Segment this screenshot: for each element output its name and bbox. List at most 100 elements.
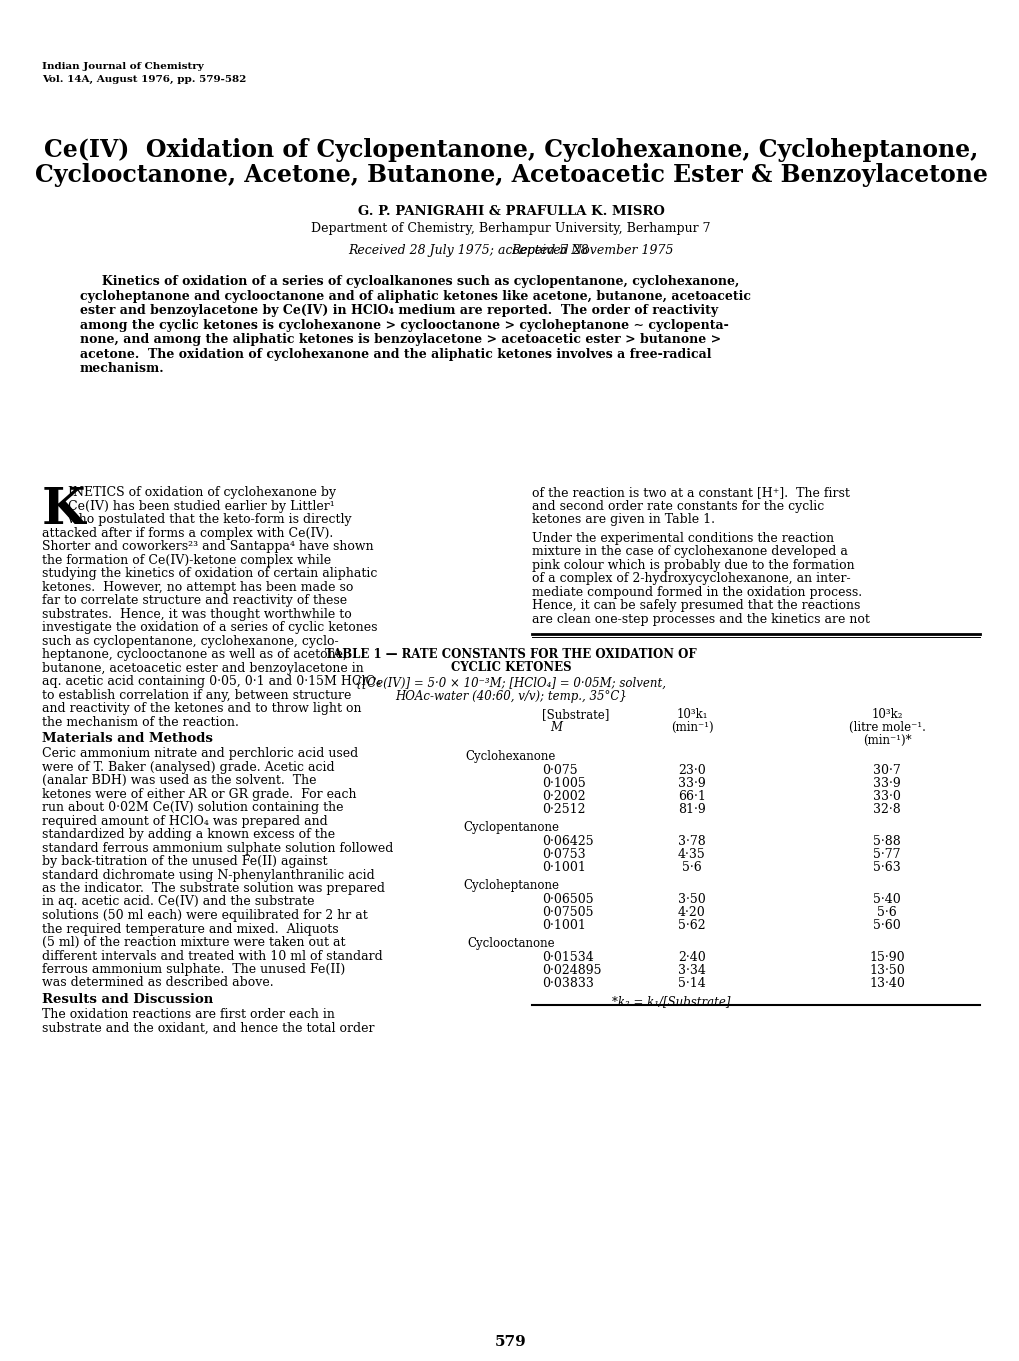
Text: heptanone, cyclooctanone as well as of acetone,: heptanone, cyclooctanone as well as of a… [42,648,346,661]
Text: 0·2002: 0·2002 [541,789,585,803]
Text: substrates.  Hence, it was thought worthwhile to: substrates. Hence, it was thought worthw… [42,607,352,621]
Text: (min⁻¹)*: (min⁻¹)* [862,734,910,747]
Text: 0·075: 0·075 [541,764,577,777]
Text: was determined as described above.: was determined as described above. [42,976,273,989]
Text: 30·7: 30·7 [872,764,900,777]
Text: are clean one-step processes and the kinetics are not: are clean one-step processes and the kin… [532,612,869,626]
Text: 5·62: 5·62 [678,919,705,932]
Text: ester and benzoylacetone by Ce(IV) in HClO₄ medium are reported.  The order of r: ester and benzoylacetone by Ce(IV) in HC… [79,304,717,317]
Text: among the cyclic ketones is cyclohexanone > cyclooctanone > cycloheptanone ∼ cyc: among the cyclic ketones is cyclohexanon… [79,318,728,332]
Text: Vol. 14A, August 1976, pp. 579-582: Vol. 14A, August 1976, pp. 579-582 [42,75,247,84]
Text: 13·40: 13·40 [868,977,904,989]
Text: who postulated that the keto-form is directly: who postulated that the keto-form is dir… [68,513,352,525]
Text: substrate and the oxidant, and hence the total order: substrate and the oxidant, and hence the… [42,1022,374,1034]
Text: 2·40: 2·40 [678,951,705,964]
Text: 0·07505: 0·07505 [541,906,593,919]
Text: M: M [549,721,561,734]
Text: 0·2512: 0·2512 [541,803,585,817]
Text: 5·14: 5·14 [678,977,705,989]
Text: acetone.  The oxidation of cyclohexanone and the aliphatic ketones involves a fr: acetone. The oxidation of cyclohexanone … [79,347,711,361]
Text: 3·34: 3·34 [678,964,705,977]
Text: [Substrate]: [Substrate] [541,708,608,721]
Text: The oxidation reactions are first order each in: The oxidation reactions are first order … [42,1009,334,1021]
Text: 579: 579 [494,1335,527,1349]
Text: 66·1: 66·1 [678,789,705,803]
Text: TABLE 1 — RATE CONSTANTS FOR THE OXIDATION OF: TABLE 1 — RATE CONSTANTS FOR THE OXIDATI… [325,648,696,661]
Text: Received 28: Received 28 [511,244,592,257]
Text: the mechanism of the reaction.: the mechanism of the reaction. [42,716,238,728]
Text: Department of Chemistry, Berhampur University, Berhampur 7: Department of Chemistry, Berhampur Unive… [311,222,710,235]
Text: to establish correlation if any, between structure: to establish correlation if any, between… [42,689,351,701]
Text: Ce(IV) has been studied earlier by Littler¹: Ce(IV) has been studied earlier by Littl… [68,499,334,513]
Text: standard dichromate using N-phenylanthranilic acid: standard dichromate using N-phenylanthra… [42,868,374,882]
Text: aq. acetic acid containing 0·05, 0·1 and 0·15M HClO₄: aq. acetic acid containing 0·05, 0·1 and… [42,675,380,689]
Text: by back-titration of the unused Fe(II) against: by back-titration of the unused Fe(II) a… [42,855,327,868]
Text: K: K [42,486,86,535]
Text: 32·8: 32·8 [872,803,900,817]
Text: (min⁻¹): (min⁻¹) [671,721,712,734]
Text: in aq. acetic acid. Ce(IV) and the substrate: in aq. acetic acid. Ce(IV) and the subst… [42,896,314,909]
Text: 5·6: 5·6 [876,906,896,919]
Text: INETICS of oxidation of cyclohexanone by: INETICS of oxidation of cyclohexanone by [68,486,336,499]
Text: 0·06425: 0·06425 [541,836,593,848]
Text: G. P. PANIGRAHI & PRAFULLA K. MISRO: G. P. PANIGRAHI & PRAFULLA K. MISRO [358,206,663,218]
Text: attacked after if forms a complex with Ce(IV).: attacked after if forms a complex with C… [42,527,333,539]
Text: far to correlate structure and reactivity of these: far to correlate structure and reactivit… [42,593,346,607]
Text: Hence, it can be safely presumed that the reactions: Hence, it can be safely presumed that th… [532,599,860,612]
Text: Indian Journal of Chemistry: Indian Journal of Chemistry [42,63,204,71]
Text: of a complex of 2-hydroxycyclohexanone, an inter-: of a complex of 2-hydroxycyclohexanone, … [532,572,850,585]
Text: (litre mole⁻¹.: (litre mole⁻¹. [848,721,924,734]
Text: 3·50: 3·50 [678,893,705,906]
Text: 0·06505: 0·06505 [541,893,593,906]
Text: 33·9: 33·9 [872,777,900,789]
Text: 81·9: 81·9 [678,803,705,817]
Text: Materials and Methods: Materials and Methods [42,732,213,744]
Text: mixture in the case of cyclohexanone developed a: mixture in the case of cyclohexanone dev… [532,544,847,558]
Text: CYCLIC KETONES: CYCLIC KETONES [450,661,571,674]
Text: Cyclopentanone: Cyclopentanone [463,821,558,834]
Text: pink colour which is probably due to the formation: pink colour which is probably due to the… [532,558,854,572]
Text: (5 ml) of the reaction mixture were taken out at: (5 ml) of the reaction mixture were take… [42,936,345,949]
Text: 15·90: 15·90 [868,951,904,964]
Text: the required temperature and mixed.  Aliquots: the required temperature and mixed. Aliq… [42,923,338,935]
Text: run about 0·02M Ce(IV) solution containing the: run about 0·02M Ce(IV) solution containi… [42,802,343,814]
Text: standard ferrous ammonium sulphate solution followed: standard ferrous ammonium sulphate solut… [42,841,393,855]
Text: Cycloheptanone: Cycloheptanone [463,879,558,891]
Text: butanone, acetoacetic ester and benzoylacetone in: butanone, acetoacetic ester and benzoyla… [42,661,364,675]
Text: 13·50: 13·50 [868,964,904,977]
Text: 0·0753: 0·0753 [541,848,585,862]
Text: 10³k₁: 10³k₁ [676,708,707,721]
Text: 4·20: 4·20 [678,906,705,919]
Text: required amount of HClO₄ was prepared and: required amount of HClO₄ was prepared an… [42,814,327,827]
Text: 0·024895: 0·024895 [541,964,601,977]
Text: 0·1005: 0·1005 [541,777,585,789]
Text: different intervals and treated with 10 ml of standard: different intervals and treated with 10 … [42,950,382,962]
Text: of the reaction is two at a constant [H⁺].  The first: of the reaction is two at a constant [H⁺… [532,486,849,499]
Text: Kinetics of oxidation of a series of cycloalkanones such as cyclopentanone, cycl: Kinetics of oxidation of a series of cyc… [79,275,739,289]
Text: Ceric ammonium nitrate and perchloric acid used: Ceric ammonium nitrate and perchloric ac… [42,747,358,759]
Text: as the indicator.  The substrate solution was prepared: as the indicator. The substrate solution… [42,882,384,896]
Text: HOAc-water (40:60, v/v); temp., 35°C}: HOAc-water (40:60, v/v); temp., 35°C} [394,690,627,704]
Text: and reactivity of the ketones and to throw light on: and reactivity of the ketones and to thr… [42,702,361,715]
Text: mediate compound formed in the oxidation process.: mediate compound formed in the oxidation… [532,585,861,599]
Text: cycloheptanone and cyclooctanone and of aliphatic ketones like acetone, butanone: cycloheptanone and cyclooctanone and of … [79,290,750,302]
Text: investigate the oxidation of a series of cyclic ketones: investigate the oxidation of a series of… [42,621,377,634]
Text: studying the kinetics of oxidation of certain aliphatic: studying the kinetics of oxidation of ce… [42,568,377,580]
Text: 0·03833: 0·03833 [541,977,593,989]
Text: 0·01534: 0·01534 [541,951,593,964]
Text: Ce(IV)  Oxidation of Cyclopentanone, Cyclohexanone, Cycloheptanone,: Ce(IV) Oxidation of Cyclopentanone, Cycl… [44,137,977,162]
Text: 5·6: 5·6 [682,862,701,874]
Text: Results and Discussion: Results and Discussion [42,994,213,1006]
Text: were of T. Baker (analysed) grade. Acetic acid: were of T. Baker (analysed) grade. Aceti… [42,761,334,773]
Text: *k₂ = k₁/[Substrate].: *k₂ = k₁/[Substrate]. [611,995,734,1009]
Text: 0·1001: 0·1001 [541,919,585,932]
Text: the formation of Ce(IV)-ketone complex while: the formation of Ce(IV)-ketone complex w… [42,554,331,566]
Text: Shorter and coworkers²³ and Santappa⁴ have shown: Shorter and coworkers²³ and Santappa⁴ ha… [42,540,373,553]
Text: 33·9: 33·9 [678,777,705,789]
Text: 5·40: 5·40 [872,893,900,906]
Text: such as cyclopentanone, cyclohexanone, cyclo-: such as cyclopentanone, cyclohexanone, c… [42,634,338,648]
Text: 3·78: 3·78 [678,836,705,848]
Text: Cyclooctanone: Cyclooctanone [467,936,554,950]
Text: 10³k₂: 10³k₂ [870,708,902,721]
Text: 5·63: 5·63 [872,862,900,874]
